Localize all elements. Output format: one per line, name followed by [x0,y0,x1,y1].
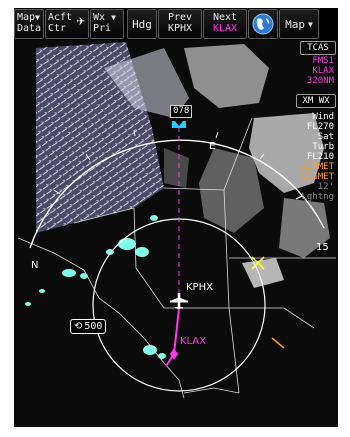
sat-layer: Sat [317,132,334,142]
waypoint-marker [251,256,265,270]
wx-pri-button[interactable]: Wx ▼ Pri [90,9,124,39]
wind-level: FL270 [306,122,334,132]
xm-wx-button[interactable]: XM WX [296,94,336,108]
map-data-label-2: Data [17,23,42,34]
acft-ctr-label-2: Ctr [48,23,67,34]
wx-pri-label-1: Wx [93,12,106,23]
map-menu-button[interactable]: Map ▼ [279,9,319,39]
compass-label-15: 15 [316,242,329,253]
map-data-label-1: Map [17,12,36,23]
top-toolbar: Map▼ Data Acft Ctr ✈ Wx ▼ Pri Hdg Prev K… [14,8,338,40]
next-airport: KLAX [212,23,238,34]
wx-pri-label-2: Pri [93,23,112,34]
prev-airport: KPHX [167,23,193,34]
globe-icon [252,13,274,35]
chevron-down-icon: ▼ [111,13,116,22]
destination-airport-label: KLAX [180,336,207,347]
range-selector[interactable]: ⟲ 500 [70,319,107,334]
destination-marker [170,348,178,360]
airplane-icon: ✈ [76,13,85,29]
tcas-button[interactable]: TCAS [300,41,336,55]
fms-destination: KLAX [312,66,334,76]
prev-label: Prev [167,12,193,23]
compass-arc [29,139,325,249]
boundary-lines [17,117,336,399]
wind-layer: Wind [312,112,334,122]
acft-ctr-label-1: Acft [48,12,73,23]
heading-readout: 078 [170,105,193,118]
compass-label-e: E [209,141,216,152]
acft-ctr-button[interactable]: Acft Ctr ✈ [45,9,89,39]
satellite-cloud-cover [164,44,330,288]
turb-level: FL210 [306,152,334,162]
next-button[interactable]: Next KLAX [203,9,247,39]
range-icon: ⟲ [74,321,83,332]
flight-route [173,307,180,355]
mfd-screen: 078 E N 15 KPHX KLAX ⟲ 500 TCAS FMS1 KLAX… [14,8,338,427]
prev-button[interactable]: Prev KPHX [158,9,202,39]
map-menu-label: Map [285,17,306,31]
turb-layer: Turb [312,142,334,152]
globe-button[interactable] [248,9,278,39]
fms-source: FMS1 [312,56,334,66]
next-label: Next [212,12,238,23]
airmet-layer: AIRMET [301,162,334,172]
precipitation-cells [25,215,166,359]
lightning-age: 12' [317,182,334,192]
airmet-line [271,337,285,349]
aircraft-icon [170,293,188,309]
sigmet-layer: SIGMET [301,172,334,182]
map-data-button[interactable]: Map▼ Data [14,9,44,39]
fms-readout[interactable]: FMS1 KLAX 320NM [294,56,334,86]
range-value: 500 [84,321,103,332]
weather-map[interactable] [14,8,338,427]
origin-airport-label: KPHX [186,282,213,293]
fms-distance: 320NM [306,76,334,86]
chevron-down-icon: ▼ [308,19,313,29]
hdg-button[interactable]: Hdg [127,9,157,39]
lightning-layer: Lghtng [301,192,334,202]
compass-label-n: N [31,260,39,271]
weather-layers-panel[interactable]: Wind FL270 Sat Turb FL210 AIRMET SIGMET … [286,112,334,202]
chevron-down-icon: ▼ [35,13,40,22]
